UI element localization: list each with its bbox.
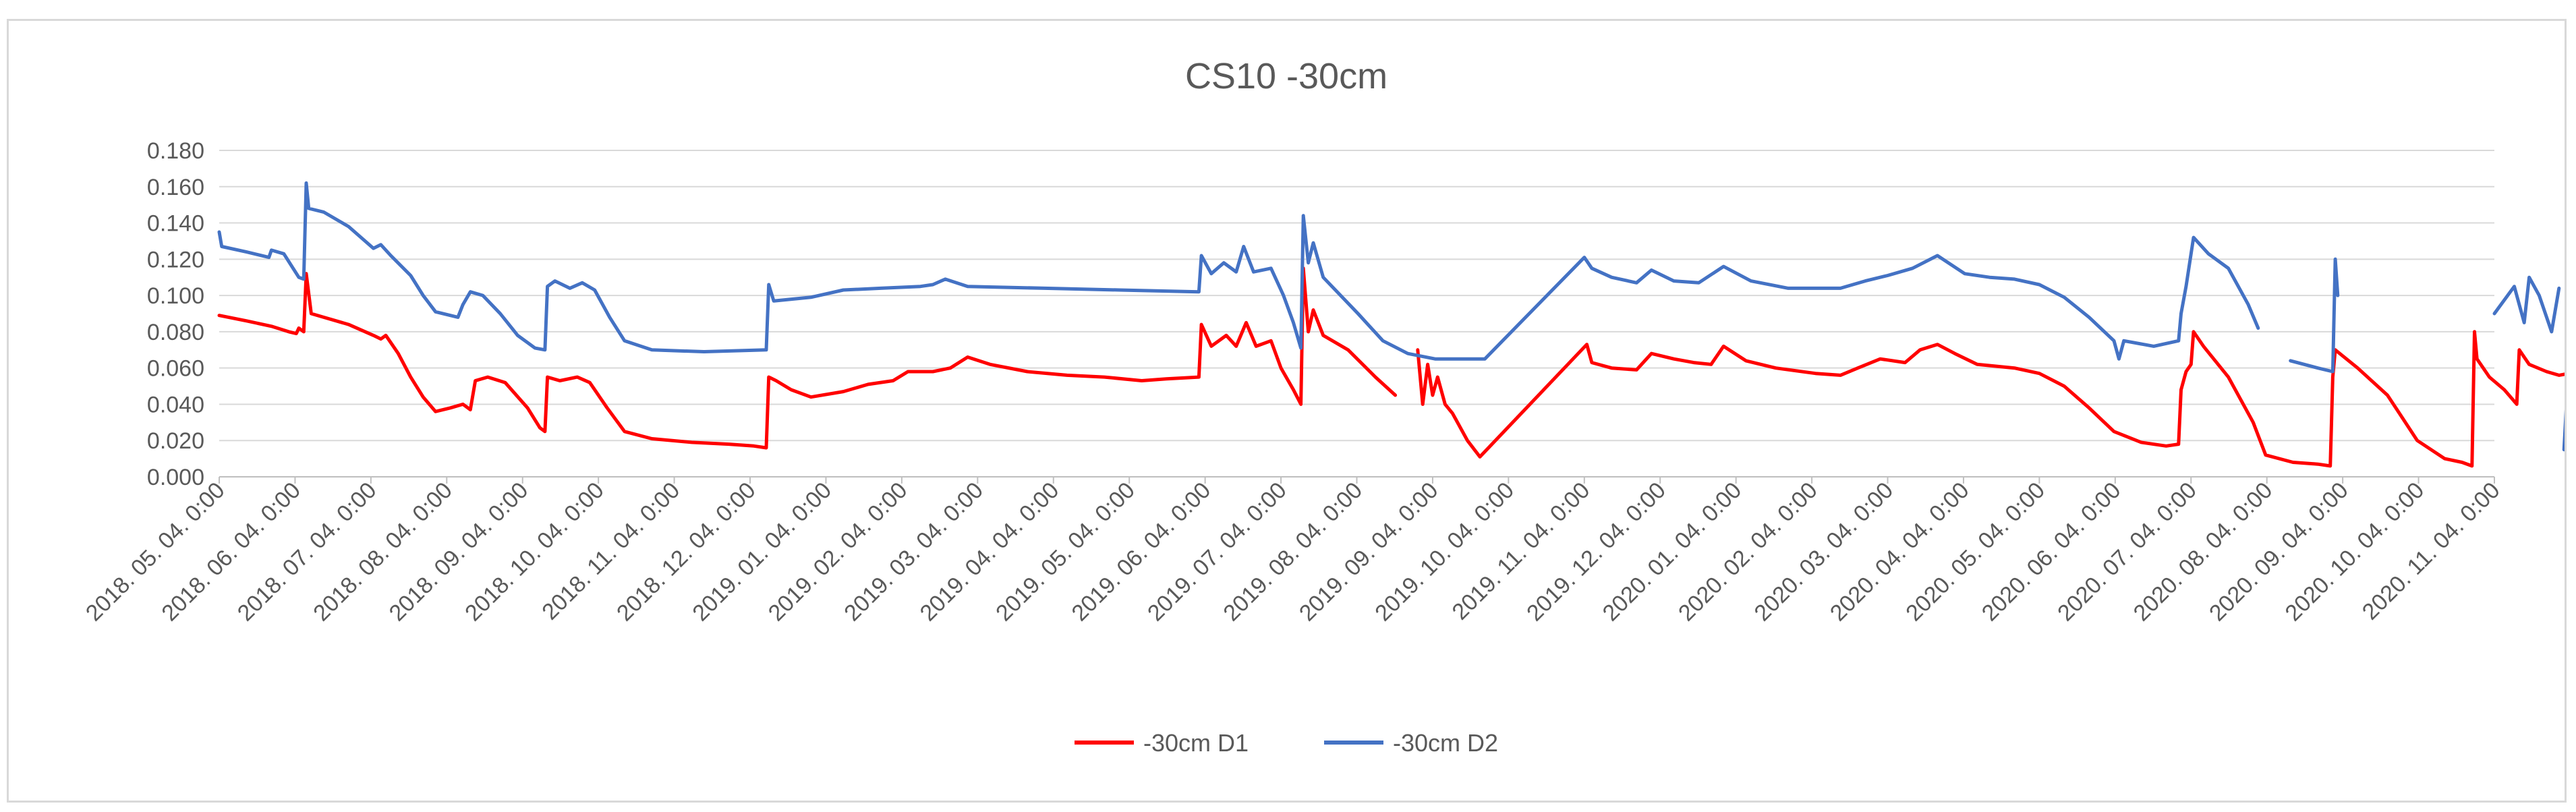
x-tick-label: 2018. 08. 04. 0:00 <box>308 477 457 627</box>
series-line-d2 <box>217 181 2260 361</box>
y-axis-ticks: 0.000 0.020 0.040 0.060 0.080 0.100 0.120 0.140… <box>147 138 204 490</box>
x-tick-label: 2020. 02. 04. 0:00 <box>1673 477 1823 627</box>
x-tick-label: 2018. 10. 04. 0:00 <box>460 477 609 627</box>
x-tick-label: 2019. 09. 04. 0:00 <box>1294 477 1443 627</box>
x-tick-label: 2020. 08. 04. 0:00 <box>2129 477 2278 627</box>
chart-title: CS10 -30cm <box>1185 56 1387 96</box>
legend-label-d1: -30cm D1 <box>1143 729 1249 757</box>
x-tick-label: 2020. 04. 04. 0:00 <box>1825 477 1974 627</box>
legend: -30cm D1 -30cm D2 <box>1075 729 1498 757</box>
line-chart: CS10 -30cm 0.000 0.020 0.040 0.060 0.080 0.10… <box>81 56 2565 757</box>
y-tick-label: 0.060 <box>147 356 204 382</box>
x-tick-label: 2018. 09. 04. 0:00 <box>384 477 534 627</box>
y-tick-label: 0.180 <box>147 138 204 164</box>
x-tick-label: 2019. 06. 04. 0:00 <box>1067 477 1216 627</box>
x-tick-label: 2020. 01. 04. 0:00 <box>1598 477 1747 627</box>
x-tick-label: 2019. 11. 04. 0:00 <box>1448 477 1595 625</box>
series-line-d1 <box>1416 330 2565 468</box>
series-line-d1 <box>217 266 1398 450</box>
x-tick-label: 2020. 11. 04. 0:00 <box>2357 477 2505 625</box>
x-tick-label: 2019. 04. 04. 0:00 <box>915 477 1064 627</box>
series-line-d2 <box>2289 257 2340 374</box>
x-tick-label: 2019. 02. 04. 0:00 <box>764 477 913 627</box>
y-tick-label: 0.020 <box>147 428 204 454</box>
y-tick-label: 0.100 <box>147 283 204 309</box>
series-line-d2 <box>2492 275 2561 334</box>
x-tick-label: 2018. 06. 04. 0:00 <box>156 477 306 627</box>
x-tick-label: 2019. 08. 04. 0:00 <box>1218 477 1367 627</box>
x-tick-label: 2020. 10. 04. 0:00 <box>2281 477 2430 627</box>
x-tick-label: 2020. 07. 04. 0:00 <box>2053 477 2202 627</box>
y-tick-label: 0.080 <box>147 320 204 345</box>
y-tick-label: 0.160 <box>147 175 204 200</box>
series-lines <box>217 181 2565 468</box>
x-tick-label: 2019. 01. 04. 0:00 <box>687 477 836 627</box>
x-tick-label: 2018. 12. 04. 0:00 <box>612 477 761 627</box>
x-tick-label: 2020. 06. 04. 0:00 <box>1977 477 2126 627</box>
x-tick-label: 2019. 03. 04. 0:00 <box>839 477 988 627</box>
y-tick-label: 0.000 <box>147 465 204 490</box>
y-tick-label: 0.120 <box>147 247 204 272</box>
x-tick-label: 2020. 05. 04. 0:00 <box>1901 477 2050 627</box>
x-tick-label: 2018. 11. 04. 0:00 <box>537 477 685 625</box>
x-tick-label: 2018. 07. 04. 0:00 <box>233 477 382 627</box>
legend-label-d2: -30cm D2 <box>1393 729 1498 757</box>
x-tick-label: 2020. 03. 04. 0:00 <box>1749 477 1898 627</box>
x-tick-label: 2019. 05. 04. 0:00 <box>991 477 1140 627</box>
x-tick-label: 2020. 09. 04. 0:00 <box>2204 477 2353 627</box>
chart-area: CS10 -30cm 0.000 0.020 0.040 0.060 0.080 0.10… <box>7 19 2567 803</box>
x-tick-label: 2019. 07. 04. 0:00 <box>1143 477 1292 627</box>
series-line-d2 <box>2562 409 2565 452</box>
y-tick-label: 0.040 <box>147 392 204 417</box>
x-tick-label: 2019. 12. 04. 0:00 <box>1522 477 1671 627</box>
x-tick-label: 2018. 05. 04. 0:00 <box>81 477 230 627</box>
y-tick-label: 0.140 <box>147 211 204 237</box>
x-tick-label: 2019. 10. 04. 0:00 <box>1370 477 1519 627</box>
